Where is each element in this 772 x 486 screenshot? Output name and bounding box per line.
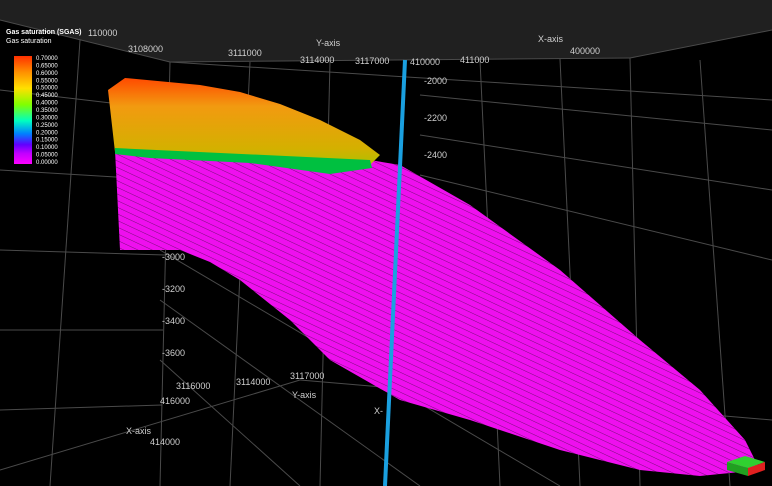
legend-label: 0.70000 (36, 56, 58, 62)
legend-label: 0.60000 (36, 71, 58, 77)
legend-title: Gas saturation (SGAS) (6, 29, 81, 36)
legend-label: 0.10000 (36, 145, 58, 151)
axis-cube-icon (727, 456, 765, 476)
legend-label: 0.35000 (36, 108, 58, 114)
legend-label: 0.20000 (36, 130, 58, 136)
reservoir-water-zone (115, 150, 760, 476)
bottom-axis-label: 3117000 (290, 371, 324, 381)
depth-axis-label: -2400 (424, 150, 447, 160)
depth-axis-label: -2000 (424, 76, 447, 86)
legend-label: 0.15000 (36, 138, 58, 144)
depth-axis-label: -3200 (162, 284, 185, 294)
legend-label: 0.50000 (36, 86, 58, 92)
bottom-axis-label: 3116000 (176, 381, 210, 391)
top-axis-label: Y-axis (316, 38, 341, 48)
top-panel (0, 0, 772, 62)
gas-water-contact (115, 148, 372, 174)
depth-axis-label: -2200 (424, 113, 447, 123)
depth-axis-label: -3600 (162, 348, 185, 358)
top-axis-label: 3114000 (300, 55, 334, 65)
legend-subtitle: Gas saturation (6, 38, 52, 45)
legend-label: 0.65000 (36, 63, 58, 69)
bottom-axis-label: 416000 (160, 396, 190, 406)
color-bar (14, 56, 32, 164)
well-path (383, 59, 407, 486)
bottom-axis-label: Y-axis (292, 390, 317, 400)
bottom-axis-label: 3114000 (236, 377, 270, 387)
bottom-axis-label: 414000 (150, 437, 180, 447)
legend-label: 0.25000 (36, 123, 58, 129)
depth-axis-label: -3000 (162, 252, 185, 262)
top-axis-label: X-axis (538, 34, 564, 44)
top-axis-label: 410000 (410, 57, 440, 67)
legend: Gas saturation (SGAS) Gas saturation 0.7… (6, 29, 81, 166)
legend-label: 0.30000 (36, 115, 58, 121)
legend-label: 0.55000 (36, 78, 58, 84)
top-axis-label: 400000 (570, 46, 600, 56)
legend-label: 0.45000 (36, 93, 58, 99)
legend-label: 0.00000 (36, 160, 58, 166)
top-axis-label: 3117000 (355, 56, 389, 66)
legend-label: 0.40000 (36, 101, 58, 107)
bottom-axis-label: X-axis (126, 426, 152, 436)
reservoir-gas-zone (108, 78, 380, 172)
top-axis-label: 3108000 (128, 44, 163, 54)
bottom-axis-label: X- (374, 406, 383, 416)
top-axis-label: 411000 (460, 55, 489, 65)
top-axis-label: 110000 (88, 28, 117, 38)
top-axis-label: 3111000 (228, 48, 262, 58)
legend-label: 0.05000 (36, 153, 58, 159)
depth-axis-label: -3400 (162, 316, 185, 326)
